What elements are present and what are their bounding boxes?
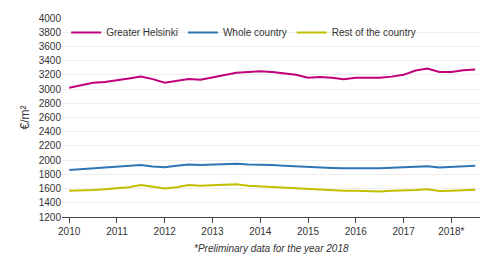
svg-text:2018*: 2018* bbox=[438, 226, 464, 237]
svg-text:Rest of the country: Rest of the country bbox=[332, 27, 416, 38]
svg-text:2000: 2000 bbox=[39, 155, 62, 166]
svg-text:3400: 3400 bbox=[39, 55, 62, 66]
svg-text:2200: 2200 bbox=[39, 140, 62, 151]
svg-text:1800: 1800 bbox=[39, 169, 62, 180]
svg-text:3200: 3200 bbox=[39, 69, 62, 80]
svg-text:2017: 2017 bbox=[392, 226, 415, 237]
svg-text:2010: 2010 bbox=[58, 226, 81, 237]
svg-text:*Preliminary data for the year: *Preliminary data for the year 2018 bbox=[194, 243, 349, 254]
svg-text:Greater Helsinki: Greater Helsinki bbox=[106, 27, 178, 38]
svg-text:1400: 1400 bbox=[39, 197, 62, 208]
svg-text:2400: 2400 bbox=[39, 126, 62, 137]
svg-text:2600: 2600 bbox=[39, 112, 62, 123]
svg-text:1200: 1200 bbox=[39, 212, 62, 223]
svg-text:4000: 4000 bbox=[39, 13, 62, 24]
svg-text:€/m²: €/m² bbox=[18, 105, 32, 129]
svg-text:Whole country: Whole country bbox=[223, 27, 287, 38]
svg-text:2013: 2013 bbox=[201, 226, 224, 237]
svg-text:2014: 2014 bbox=[249, 226, 272, 237]
svg-text:3800: 3800 bbox=[39, 27, 62, 38]
svg-text:2015: 2015 bbox=[297, 226, 320, 237]
svg-text:3000: 3000 bbox=[39, 84, 62, 95]
svg-text:2012: 2012 bbox=[154, 226, 177, 237]
svg-text:1600: 1600 bbox=[39, 183, 62, 194]
svg-text:3600: 3600 bbox=[39, 41, 62, 52]
svg-text:2011: 2011 bbox=[106, 226, 128, 237]
svg-text:2016: 2016 bbox=[345, 226, 368, 237]
svg-text:2800: 2800 bbox=[39, 98, 62, 109]
